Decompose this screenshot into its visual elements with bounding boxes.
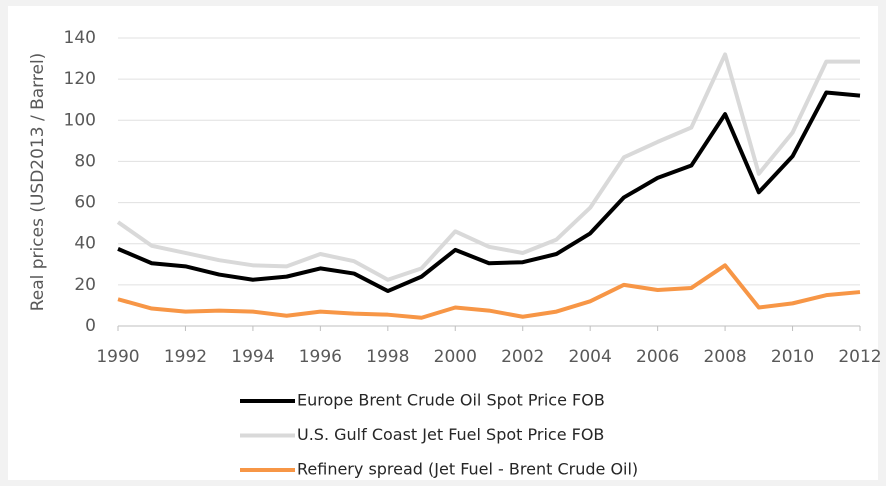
series-line: [116, 52, 860, 282]
y-tick-label: 0: [85, 316, 96, 336]
y-axis-label: Real prices (USD2013 / Barrel): [28, 53, 48, 312]
x-tick-label: 2000: [434, 347, 477, 367]
x-tick-label: 1996: [299, 347, 342, 367]
series-line: [117, 90, 861, 294]
y-tick-label: 100: [64, 110, 96, 130]
x-tick-label: 1994: [231, 347, 274, 367]
x-tick-label: 1992: [164, 347, 207, 367]
x-tick-label: 2004: [569, 347, 612, 367]
y-tick-label: 20: [74, 275, 96, 295]
legend: Europe Brent Crude Oil Spot Price FOB U.S…: [240, 391, 638, 479]
legend-label: U.S. Gulf Coast Jet Fuel Spot Price FOB: [297, 425, 604, 444]
y-tick-label: 140: [64, 28, 96, 48]
series-line: [117, 263, 861, 320]
x-tick-label: 2002: [501, 347, 544, 367]
y-tick-label: 60: [74, 193, 96, 213]
y-tick-label: 80: [74, 151, 96, 171]
y-tick-label: 40: [74, 234, 96, 254]
x-tick-label: 1998: [366, 347, 409, 367]
x-tick-label: 2012: [838, 347, 881, 367]
x-tick-label: 2010: [771, 347, 814, 367]
y-tick-label: 120: [64, 69, 96, 89]
x-tick-label: 1990: [96, 347, 139, 367]
legend-label: Europe Brent Crude Oil Spot Price FOB: [297, 391, 605, 410]
x-tick-label: 2006: [636, 347, 679, 367]
legend-label: Refinery spread (Jet Fuel - Brent Crude …: [297, 460, 638, 479]
x-tick-label: 2008: [703, 347, 746, 367]
